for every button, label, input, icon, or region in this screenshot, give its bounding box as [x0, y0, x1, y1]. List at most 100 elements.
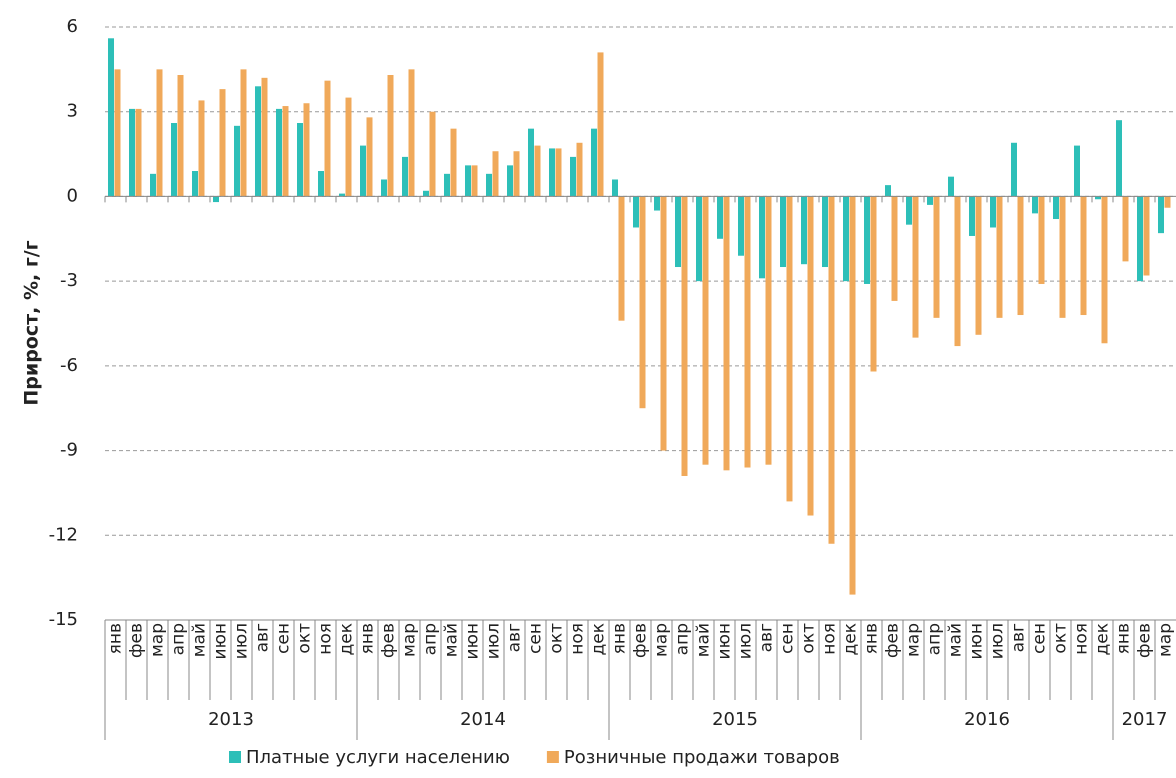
bar: [681, 196, 688, 476]
bar: [528, 128, 534, 197]
bar: [786, 196, 793, 502]
y-tick-label: -3: [60, 270, 78, 291]
bar: [234, 125, 240, 197]
bar: [318, 171, 324, 197]
bar: [660, 196, 667, 451]
bar: [381, 179, 387, 197]
x-tick-label: авг: [505, 623, 525, 652]
group-label: 2017: [1122, 709, 1168, 730]
bar: [633, 196, 639, 228]
bar: [954, 196, 961, 347]
x-tick-label: авг: [757, 623, 777, 652]
bar: [156, 69, 163, 197]
bar: [219, 89, 226, 197]
bar: [339, 193, 345, 197]
y-axis-label: Прирост, %, г/г: [21, 240, 43, 405]
bar: [513, 151, 520, 197]
x-tick-label: мар: [652, 623, 672, 657]
bar: [822, 196, 828, 268]
legend-swatch: [229, 751, 241, 763]
x-tick-label: фев: [883, 623, 903, 658]
bar: [885, 185, 891, 197]
bar: [702, 196, 709, 465]
bar: [213, 196, 219, 203]
bar: [576, 142, 583, 197]
bar: [717, 196, 723, 239]
bar: [192, 171, 198, 197]
bar: [807, 196, 814, 516]
bar: [114, 69, 121, 197]
bar: [843, 196, 849, 282]
bar: [891, 196, 898, 301]
x-tick-label: мар: [904, 623, 924, 657]
x-tick-label: дек: [1093, 623, 1113, 655]
legend-label: Платные услуги населению: [246, 747, 510, 768]
x-tick-label: май: [946, 623, 966, 657]
bar: [360, 145, 366, 197]
bar: [1164, 196, 1171, 208]
bar: [570, 156, 576, 197]
bar: [1122, 196, 1129, 262]
bar: [1017, 196, 1024, 316]
x-tick-label: авг: [253, 623, 273, 652]
x-tick-label: июл: [988, 623, 1008, 659]
bar: [738, 196, 744, 256]
bar: [387, 75, 394, 197]
bar: [324, 80, 331, 197]
x-tick-label: сен: [526, 623, 546, 654]
bar: [534, 145, 541, 197]
bar: [591, 128, 597, 197]
bar: [906, 196, 912, 225]
bar: [801, 196, 807, 265]
x-tick-label: ноя: [568, 623, 588, 655]
y-tick-label: -9: [60, 440, 78, 461]
x-tick-label: мар: [400, 623, 420, 657]
x-tick-label: янв: [1114, 623, 1134, 654]
bar: [744, 196, 751, 468]
bar: [654, 196, 660, 211]
x-tick-label: дек: [841, 623, 861, 655]
x-tick-label: июн: [715, 623, 735, 659]
bar: [366, 117, 373, 197]
x-tick-label: окт: [295, 623, 315, 654]
bar: [297, 123, 303, 197]
x-tick-label: дек: [337, 623, 357, 655]
group-label: 2015: [712, 709, 758, 730]
x-tick-label: май: [442, 623, 462, 657]
bar: [975, 196, 982, 335]
bar: [1080, 196, 1087, 316]
bar: [1038, 196, 1045, 284]
bar: [759, 196, 765, 279]
y-tick-label: -12: [49, 524, 78, 545]
bar: [933, 196, 940, 318]
bar: [129, 108, 135, 197]
bar: [948, 176, 954, 197]
bar: [990, 196, 996, 228]
x-tick-label: янв: [358, 623, 378, 654]
bar: [450, 128, 457, 197]
x-tick-label: июн: [967, 623, 987, 659]
bar: [1116, 120, 1122, 197]
bar: [696, 196, 702, 282]
x-tick-label: июл: [736, 623, 756, 659]
x-tick-label: июн: [463, 623, 483, 659]
x-tick-label: фев: [379, 623, 399, 658]
bar: [1137, 196, 1143, 282]
bar: [282, 106, 289, 197]
x-tick-label: ноя: [1072, 623, 1092, 655]
x-tick-label: авг: [1009, 623, 1029, 652]
bar: [1032, 196, 1038, 214]
y-tick-label: 3: [67, 101, 78, 122]
x-tick-label: мар: [148, 623, 168, 657]
bar: [765, 196, 772, 465]
y-tick-label: -6: [60, 355, 78, 376]
bar: [1059, 196, 1066, 318]
bar: [864, 196, 870, 284]
x-tick-label: сен: [778, 623, 798, 654]
bar: [177, 75, 184, 197]
bar: [1074, 145, 1080, 197]
bar: [150, 173, 156, 197]
bar: [171, 123, 177, 197]
bar: [198, 100, 205, 197]
bar: [108, 38, 114, 197]
